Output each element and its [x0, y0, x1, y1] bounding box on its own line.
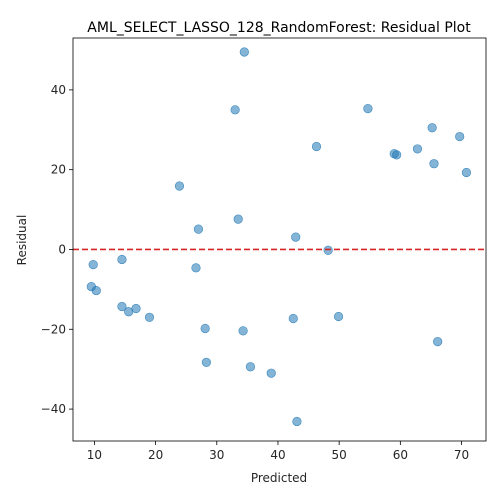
- data-point: [461, 167, 472, 178]
- data-point: [455, 131, 465, 142]
- data-point: [291, 232, 301, 242]
- data-point: [174, 181, 185, 191]
- x-tick-label: 10: [87, 448, 102, 462]
- y-tick-label: −20: [41, 322, 66, 336]
- chart-title: AML_SELECT_LASSO_128_RandomForest: Resid…: [87, 20, 471, 36]
- data-point: [230, 105, 240, 115]
- data-point: [427, 123, 437, 133]
- data-point: [433, 337, 443, 347]
- data-point: [239, 47, 249, 57]
- data-point: [311, 141, 322, 152]
- data-point: [333, 311, 344, 322]
- x-axis-label: Predicted: [251, 471, 307, 485]
- y-tick-label: 0: [58, 242, 66, 256]
- data-point: [91, 285, 101, 296]
- data-point: [266, 368, 276, 378]
- data-point: [363, 104, 373, 114]
- data-point: [193, 224, 204, 234]
- y-tick-label: 20: [51, 163, 66, 177]
- x-tick-label: 30: [209, 448, 224, 462]
- x-tick-label: 20: [148, 448, 163, 462]
- x-tick-label: 50: [332, 448, 347, 462]
- x-tick-label: 70: [454, 448, 469, 462]
- data-point: [201, 357, 211, 367]
- data-point: [144, 312, 155, 322]
- data-point: [288, 313, 298, 324]
- x-tick-label: 40: [270, 448, 285, 462]
- data-point: [412, 144, 423, 154]
- data-point: [117, 301, 127, 312]
- data-point: [191, 263, 201, 273]
- data-point: [88, 260, 98, 270]
- data-point: [124, 307, 134, 317]
- data-point: [117, 254, 127, 265]
- x-tick-label: 60: [393, 448, 408, 462]
- y-tick-label: 40: [51, 83, 66, 97]
- data-point: [429, 159, 439, 169]
- data-point: [233, 214, 243, 224]
- data-point: [392, 150, 402, 160]
- data-point: [245, 362, 256, 372]
- data-point: [200, 323, 210, 334]
- y-axis-label: Residual: [15, 215, 29, 266]
- y-tick-label: −40: [41, 402, 66, 416]
- data-point: [238, 326, 248, 336]
- data-point: [292, 416, 302, 427]
- plot-frame: [72, 37, 487, 442]
